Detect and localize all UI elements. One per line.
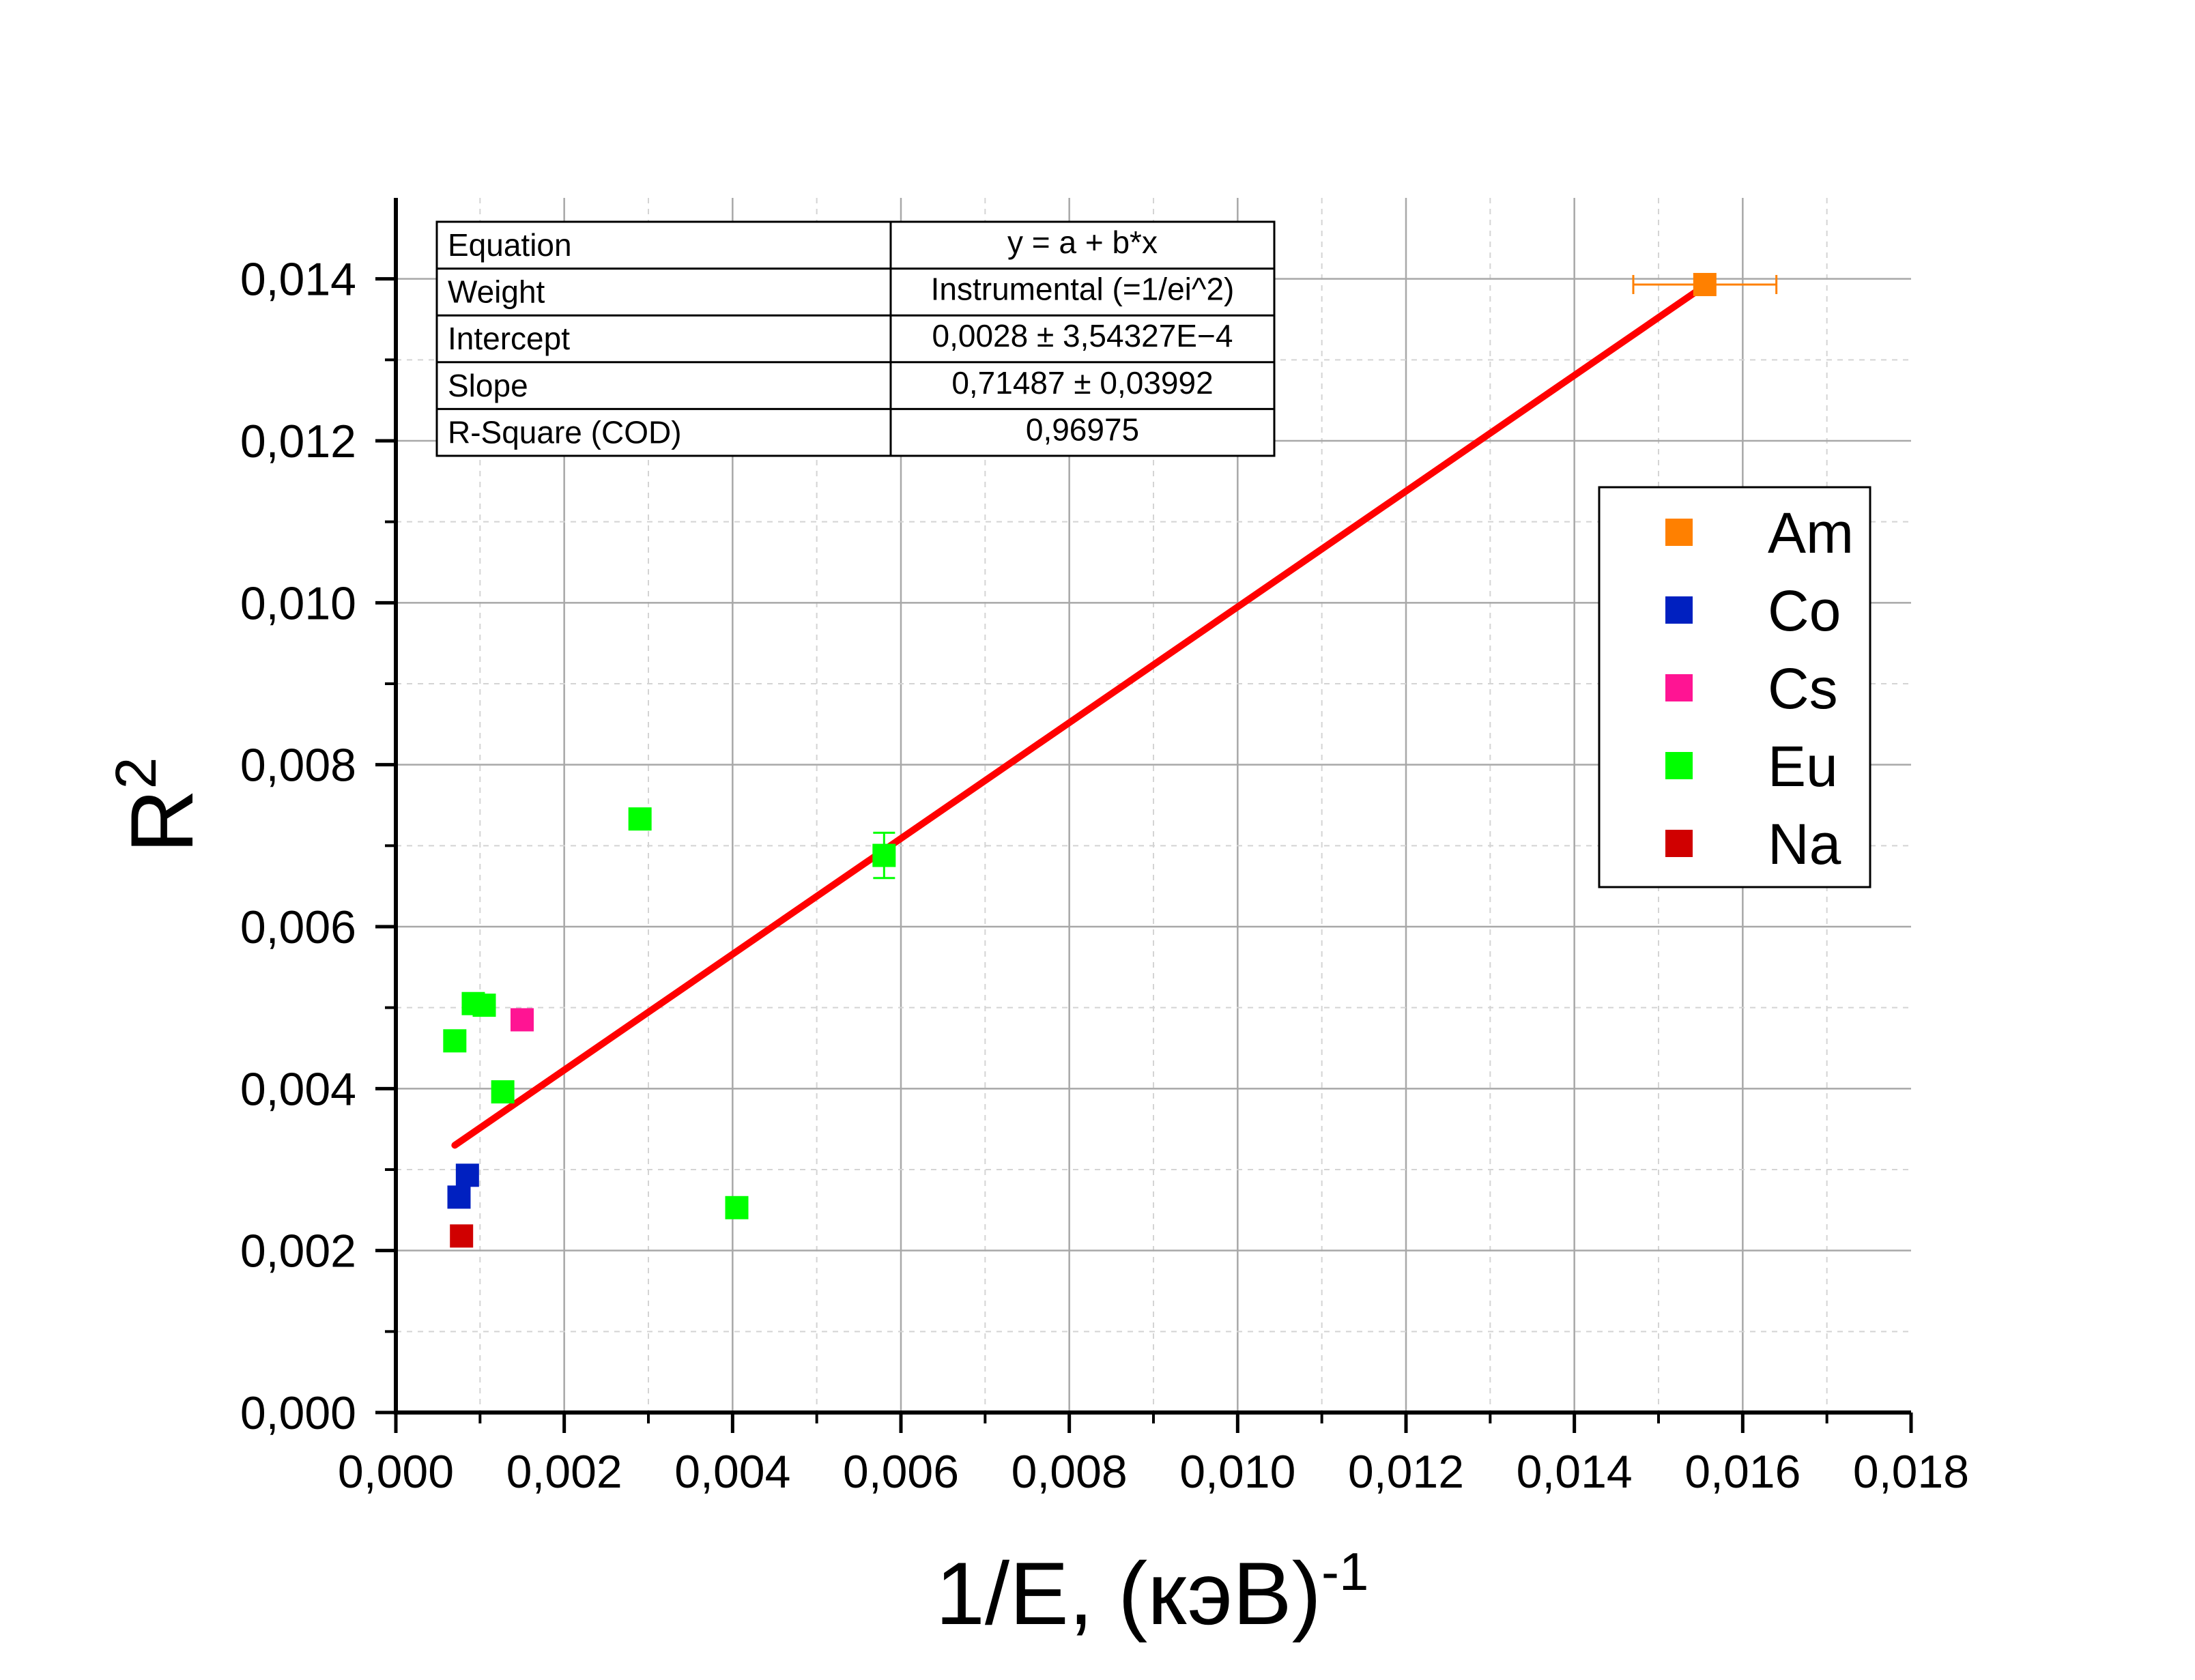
- stats-table-label: Equation: [448, 227, 572, 263]
- stats-table-value: 0,96975: [1026, 411, 1139, 447]
- legend-frame: [1598, 486, 1871, 888]
- x-tick-label: 0,000: [338, 1446, 454, 1498]
- point-eu: [491, 1080, 515, 1104]
- stats-table-label: R-Square (COD): [448, 414, 682, 450]
- point-co: [447, 1185, 471, 1209]
- point-eu: [443, 1029, 467, 1053]
- legend-label-na: Na: [1768, 812, 1841, 876]
- stats-table-value: 0,0028 ± 3,54327E−4: [932, 318, 1233, 353]
- legend-label-cs: Cs: [1768, 656, 1838, 721]
- stats-table: Equation y = a + b*x Weight Instrumental (=…: [435, 220, 1276, 457]
- point-eu: [628, 807, 652, 831]
- point-am: [1693, 272, 1717, 296]
- legend-label-am: Am: [1768, 501, 1854, 565]
- x-tick-label: 0,002: [506, 1446, 622, 1498]
- legend-swatch-cs: [1665, 674, 1693, 701]
- x-tick-label: 0,014: [1517, 1446, 1633, 1498]
- stats-table-value: 0,71487 ± 0,03992: [951, 365, 1213, 401]
- stats-table-value: y = a + b*x: [1007, 225, 1158, 260]
- axis-ticks: 0,000 0,002 0,004 0,006 0,008 0,010 0,012 0,014…: [240, 254, 1969, 1498]
- point-na: [450, 1224, 474, 1248]
- y-tick-label: 0,010: [240, 577, 356, 629]
- y-tick-label: 0,002: [240, 1226, 356, 1277]
- y-tick-label: 0,000: [240, 1387, 356, 1439]
- data-points: [443, 272, 1778, 1248]
- y-tick-label: 0,008: [240, 740, 356, 792]
- legend-swatch-am: [1665, 519, 1693, 546]
- point-eu: [872, 843, 896, 867]
- point-co: [455, 1163, 479, 1187]
- point-eu: [725, 1196, 749, 1219]
- stats-table-frame: [435, 220, 1276, 457]
- x-tick-label: 0,008: [1012, 1446, 1128, 1498]
- y-axis-title-text: R: [112, 789, 212, 853]
- x-axis-title-superscript: -1: [1321, 1541, 1368, 1602]
- x-tick-label: 0,006: [843, 1446, 959, 1498]
- legend-label-co: Co: [1768, 579, 1841, 643]
- stats-table-value: Instrumental (=1/ei^2): [931, 272, 1235, 307]
- y-tick-label: 0,014: [240, 254, 356, 306]
- x-tick-label: 0,012: [1348, 1446, 1464, 1498]
- x-tick-label: 0,004: [674, 1446, 790, 1498]
- x-axis-title: 1/E, (кэВ)-1: [936, 1541, 1369, 1643]
- y-tick-label: 0,006: [240, 901, 356, 953]
- point-eu: [472, 994, 496, 1017]
- legend-swatch-co: [1665, 596, 1693, 624]
- stats-table-label: Slope: [448, 368, 528, 403]
- x-tick-label: 0,018: [1853, 1446, 1969, 1498]
- point-cs: [511, 1008, 534, 1032]
- stats-table-label: Weight: [448, 274, 545, 310]
- y-tick-label: 0,012: [240, 416, 356, 467]
- fit-line-group: [451, 282, 1708, 1149]
- y-tick-label: 0,004: [240, 1063, 356, 1115]
- legend: Am Co Cs Eu Na: [1598, 486, 1871, 888]
- legend-label-eu: Eu: [1768, 734, 1838, 798]
- fit-line: [451, 282, 1708, 1149]
- legend-swatch-na: [1665, 830, 1693, 857]
- x-tick-label: 0,010: [1179, 1446, 1295, 1498]
- stats-table-label: Intercept: [448, 321, 570, 356]
- x-axis-title-text: 1/E, (кэВ): [936, 1544, 1321, 1643]
- y-axis-title-superscript: 2: [104, 757, 168, 790]
- legend-swatch-eu: [1665, 752, 1693, 779]
- y-axis-title: R2: [104, 757, 212, 854]
- x-tick-label: 0,016: [1684, 1446, 1801, 1498]
